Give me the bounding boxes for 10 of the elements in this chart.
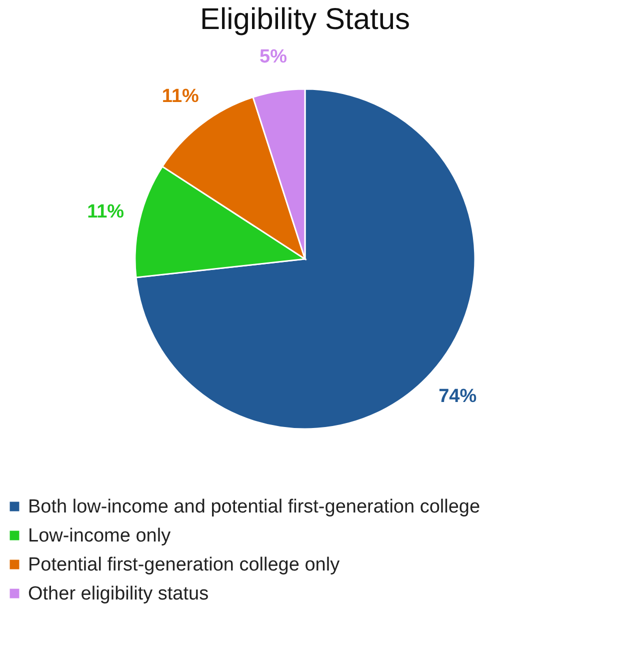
legend-label: Low-income only xyxy=(28,526,172,546)
legend-label: Both low-income and potential first-generation college xyxy=(28,496,480,518)
data-label: 5% xyxy=(260,46,288,68)
data-label: 11% xyxy=(162,86,200,108)
chart-title: Eligibility Status xyxy=(200,3,410,36)
data-label: 11% xyxy=(87,202,124,223)
legend-label: Other eligibility status xyxy=(28,584,209,604)
pie-slice xyxy=(135,88,476,430)
legend-label: Potential first-generation college only xyxy=(28,554,340,576)
data-label: 74% xyxy=(438,386,477,407)
